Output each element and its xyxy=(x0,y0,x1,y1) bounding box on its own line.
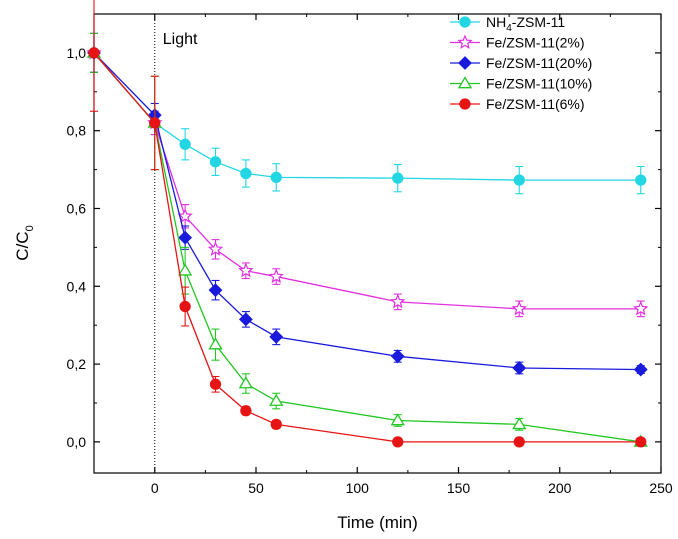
data-point xyxy=(177,263,193,276)
data-point xyxy=(269,393,284,406)
y-tick-label: 0,4 xyxy=(67,278,87,294)
legend-label: Fe/ZSM-11(2%) xyxy=(486,35,585,51)
axes: 0 50 100 150 200 250 0,0 0,2 0,4 0,6 0,8 1,0 xyxy=(67,14,673,496)
data-point xyxy=(635,174,647,186)
x-tick-label: 200 xyxy=(548,480,572,496)
x-tick-label: 150 xyxy=(447,480,471,496)
data-point xyxy=(511,300,527,316)
data-point xyxy=(270,171,282,184)
x-tick-label: 50 xyxy=(248,480,264,496)
legend-label: Fe/ZSM-11(20%) xyxy=(486,55,592,71)
data-point xyxy=(633,300,649,316)
data-point xyxy=(207,241,224,256)
legend-label: Fe/ZSM-11(6%) xyxy=(486,96,585,112)
data-point xyxy=(390,293,406,309)
data-point xyxy=(179,300,191,313)
data-point xyxy=(390,413,405,426)
legend-label-main: Fe/ZSM-11(6%) xyxy=(486,96,585,112)
legend-marker xyxy=(457,76,473,89)
data-point xyxy=(512,361,527,375)
data-point xyxy=(149,117,161,129)
data-point xyxy=(390,349,405,364)
series-4 xyxy=(88,0,647,448)
data-point xyxy=(208,337,223,350)
y-axis-title: C/C0 xyxy=(13,225,36,260)
data-point xyxy=(392,172,404,184)
y-axis-title-main: C/C xyxy=(13,231,32,260)
data-point xyxy=(268,268,284,284)
legend-item-2: Fe/ZSM-11(20%) xyxy=(450,55,592,71)
x-axis-title: Time (min) xyxy=(337,513,418,532)
legend-marker xyxy=(459,98,471,110)
data-point xyxy=(513,436,525,448)
x-tick-label: 0 xyxy=(151,480,159,496)
data-point xyxy=(633,362,648,377)
y-tick-label: 0,2 xyxy=(67,356,87,372)
data-point xyxy=(635,436,647,448)
light-annotation: Light xyxy=(163,31,198,48)
y-tick-label: 0,8 xyxy=(67,123,87,139)
legend-item-0: NH4-ZSM-11 xyxy=(450,14,565,34)
data-point xyxy=(238,312,253,327)
legend-item-3: Fe/ZSM-11(10%) xyxy=(450,76,592,92)
data-point xyxy=(392,436,404,448)
legend-label-main: Fe/ZSM-11(10%) xyxy=(486,76,592,92)
legend-label-sub: 4 xyxy=(506,23,512,34)
plot-frame xyxy=(93,13,662,474)
data-point xyxy=(208,283,223,298)
data-point xyxy=(269,329,284,344)
data-point xyxy=(238,376,254,389)
legend-marker xyxy=(457,34,473,50)
data-point xyxy=(240,167,252,180)
data-point xyxy=(179,138,191,150)
data-point xyxy=(512,417,527,430)
legend-marker xyxy=(458,56,472,70)
legend-label-rest: -ZSM-11 xyxy=(512,14,566,30)
data-point xyxy=(209,156,222,168)
legend-marker xyxy=(459,16,471,28)
series-marks xyxy=(86,0,649,448)
svg-text:C/C0: C/C0 xyxy=(13,225,36,260)
data-point xyxy=(240,405,252,417)
data-point xyxy=(513,174,525,186)
data-point xyxy=(209,378,222,390)
data-point xyxy=(178,230,193,245)
legend-item-4: Fe/ZSM-11(6%) xyxy=(450,96,585,112)
data-point xyxy=(177,208,193,223)
x-tick-label: 250 xyxy=(649,480,673,496)
y-tick-label: 0,0 xyxy=(67,434,87,450)
data-point xyxy=(270,418,282,431)
x-tick-label: 100 xyxy=(346,480,370,496)
legend-label-main: NH xyxy=(486,14,506,30)
legend-label: Fe/ZSM-11(10%) xyxy=(486,76,592,92)
legend-label-main: Fe/ZSM-11(20%) xyxy=(486,55,592,71)
y-tick-label: 1,0 xyxy=(67,45,87,61)
legend-label: NH4-ZSM-11 xyxy=(486,14,565,34)
series-line xyxy=(93,52,641,181)
data-point xyxy=(88,47,100,59)
legend: NH4-ZSM-11Fe/ZSM-11(2%)Fe/ZSM-11(20%)Fe/… xyxy=(450,14,592,112)
y-tick-label: 0,6 xyxy=(67,200,87,216)
legend-item-1: Fe/ZSM-11(2%) xyxy=(450,34,585,51)
data-point xyxy=(238,262,254,278)
y-axis-title-sub: 0 xyxy=(24,225,36,231)
legend-label-main: Fe/ZSM-11(2%) xyxy=(486,35,585,51)
